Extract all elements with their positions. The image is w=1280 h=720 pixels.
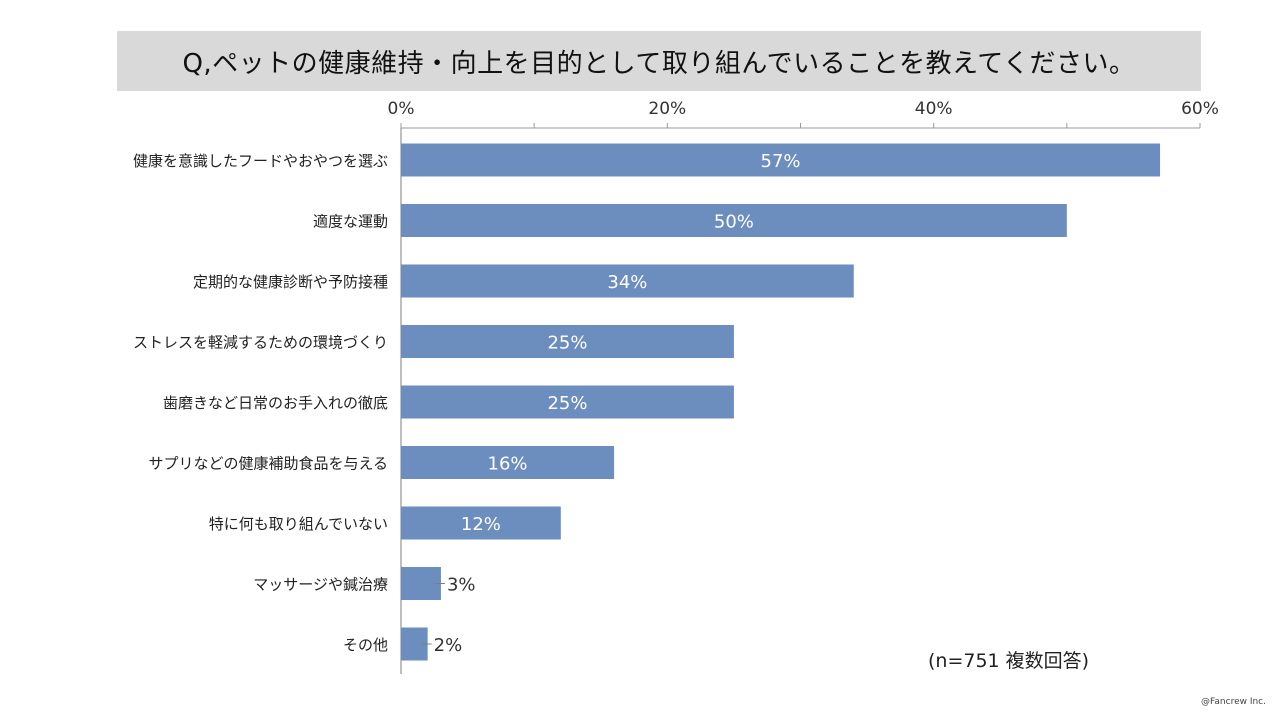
- chart-title: Q,ペットの健康維持・向上を目的として取り組んでいることを教えてください。: [182, 48, 1136, 79]
- category-label: 歯磨きなど日常のお手入れの徹底: [163, 394, 388, 412]
- data-label: 34%: [607, 272, 647, 293]
- chart-title-band: Q,ペットの健康維持・向上を目的として取り組んでいることを教えてください。: [117, 31, 1201, 91]
- data-label: 25%: [547, 333, 587, 354]
- data-label: 57%: [761, 151, 801, 172]
- x-tick-label: 60%: [1181, 99, 1219, 119]
- data-label: 25%: [547, 393, 587, 414]
- data-label: 3%: [447, 575, 476, 596]
- data-label: 12%: [461, 514, 501, 535]
- bar: [401, 204, 1067, 237]
- bar: [401, 446, 615, 479]
- x-tick-label: 0%: [388, 99, 415, 119]
- bar: [401, 506, 561, 540]
- category-label: 健康を意識したフードやおやつを選ぶ: [133, 152, 388, 170]
- x-tick-label: 20%: [648, 99, 686, 119]
- category-label: サプリなどの健康補助食品を与える: [148, 455, 388, 473]
- bar: [401, 567, 441, 600]
- x-tick-label: 40%: [915, 99, 953, 119]
- data-label: 2%: [434, 635, 463, 656]
- data-label: 50%: [714, 212, 754, 233]
- category-label: マッサージや鍼治療: [253, 576, 388, 594]
- category-label: 定期的な健康診断や予防接種: [193, 273, 388, 291]
- sample-note: (n=751 複数回答): [928, 650, 1090, 672]
- category-label: ストレスを軽減するための環境づくり: [133, 334, 388, 352]
- data-label: 16%: [488, 454, 528, 475]
- category-label: 特に何も取り組んでいない: [209, 515, 388, 533]
- bar: [401, 325, 734, 358]
- copyright-text: @Fancrew Inc.: [1201, 697, 1266, 707]
- bar: [401, 264, 854, 298]
- category-label: その他: [343, 636, 388, 654]
- category-label: 適度な運動: [313, 213, 388, 231]
- bar: [401, 143, 1161, 177]
- bar: [401, 385, 734, 419]
